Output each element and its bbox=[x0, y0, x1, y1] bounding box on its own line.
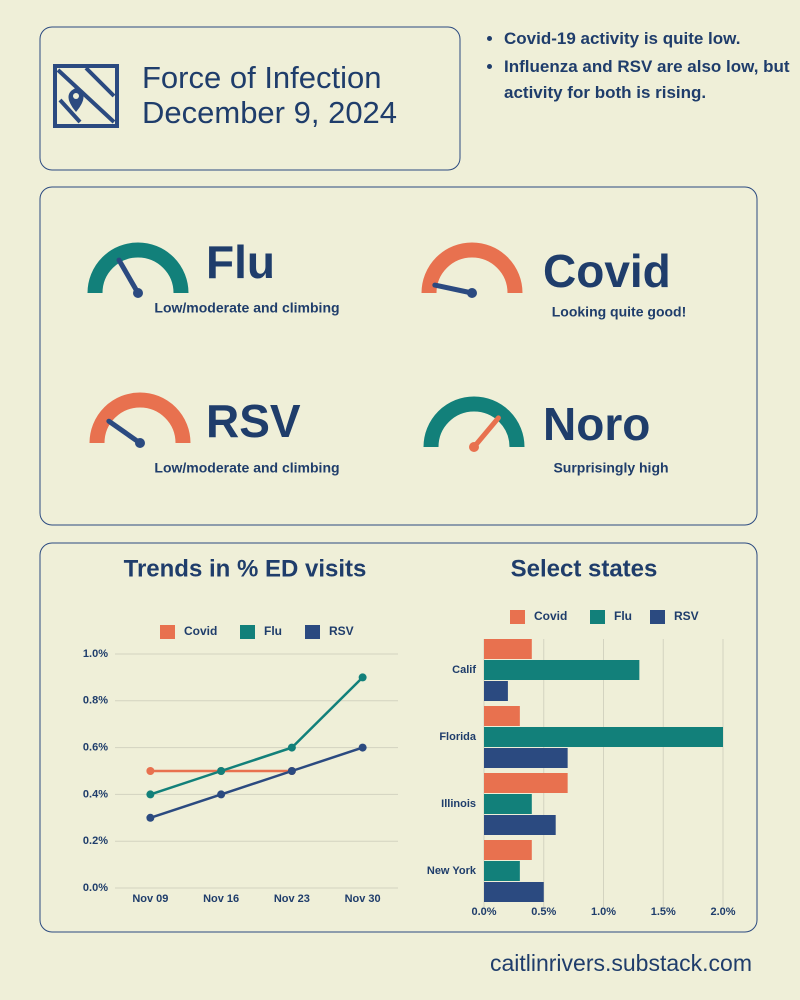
bar bbox=[484, 794, 532, 814]
gauge-arc bbox=[89, 392, 191, 444]
x-tick-label: 2.0% bbox=[710, 906, 735, 918]
gauge-caption: Low/moderate and climbing bbox=[154, 460, 339, 476]
x-tick-label: Nov 23 bbox=[274, 893, 310, 905]
legend-label: Covid bbox=[534, 609, 567, 623]
legend-swatch bbox=[650, 610, 665, 624]
chart-title: Select states bbox=[511, 555, 658, 582]
bar bbox=[484, 727, 723, 747]
y-tick-label: New York bbox=[427, 865, 477, 877]
bar bbox=[484, 815, 556, 835]
data-point bbox=[358, 673, 367, 682]
gauge-label: RSV bbox=[206, 395, 301, 447]
data-point bbox=[146, 790, 155, 799]
legend-label: RSV bbox=[674, 609, 699, 623]
legend-label: Flu bbox=[264, 624, 282, 638]
bar bbox=[484, 681, 508, 701]
map-icon bbox=[53, 64, 119, 128]
bullet: Covid-19 activity is quite low. bbox=[504, 26, 794, 52]
x-tick-label: 0.5% bbox=[531, 906, 556, 918]
y-tick-label: Illinois bbox=[441, 798, 476, 810]
gauge-hub bbox=[469, 442, 479, 452]
gauge-arc bbox=[421, 242, 523, 294]
data-point bbox=[217, 767, 226, 775]
bullet-list: Covid-19 activity is quite low. Influenz… bbox=[478, 26, 794, 108]
gauge-label: Flu bbox=[206, 236, 275, 288]
bar bbox=[484, 748, 568, 768]
gauge-needle bbox=[432, 282, 475, 296]
gauge-arc bbox=[423, 396, 525, 448]
data-point bbox=[287, 767, 296, 775]
x-tick-label: Nov 09 bbox=[132, 893, 168, 905]
legend-swatch bbox=[240, 625, 255, 639]
header-box bbox=[39, 26, 461, 171]
title-line: December 9, 2024 bbox=[142, 95, 397, 130]
gauge-caption: Low/moderate and climbing bbox=[154, 300, 339, 316]
bullet: Influenza and RSV are also low, but acti… bbox=[504, 54, 794, 106]
bar bbox=[484, 861, 520, 881]
footer: caitlinrivers.substack.com bbox=[490, 950, 752, 976]
y-tick-label: 0.2% bbox=[83, 835, 108, 847]
gauge-caption: Surprisingly high bbox=[553, 460, 668, 476]
y-tick-label: Florida bbox=[439, 731, 477, 743]
x-tick-label: 0.0% bbox=[471, 906, 496, 918]
data-point bbox=[217, 790, 226, 799]
legend-label: RSV bbox=[329, 624, 354, 638]
bar bbox=[484, 840, 532, 860]
bar bbox=[484, 773, 568, 793]
bar bbox=[484, 706, 520, 726]
gauge-needle bbox=[106, 418, 143, 446]
gauge-panel bbox=[39, 186, 758, 526]
gauge-label: Noro bbox=[543, 398, 650, 450]
gauge-hub bbox=[133, 288, 143, 298]
legend-swatch bbox=[590, 610, 605, 624]
bar bbox=[484, 639, 532, 659]
data-point bbox=[146, 767, 155, 775]
data-point bbox=[146, 813, 155, 822]
legend-label: Flu bbox=[614, 609, 632, 623]
y-tick-label: Calif bbox=[452, 664, 476, 676]
chart-panel bbox=[39, 542, 758, 933]
gauge-needle bbox=[471, 415, 501, 450]
legend-swatch bbox=[510, 610, 525, 624]
bar bbox=[484, 660, 640, 680]
x-tick-label: Nov 30 bbox=[345, 893, 381, 905]
gauge-needle bbox=[116, 257, 141, 296]
chart-title: Trends in % ED visits bbox=[124, 555, 367, 582]
gauge-caption: Looking quite good! bbox=[552, 304, 687, 320]
x-tick-label: 1.5% bbox=[651, 906, 676, 918]
title-line: Force of Infection bbox=[142, 60, 382, 95]
x-tick-label: Nov 16 bbox=[203, 893, 239, 905]
x-tick-label: 1.0% bbox=[591, 906, 616, 918]
legend-swatch bbox=[305, 625, 320, 639]
data-point bbox=[358, 743, 367, 752]
gauge-arc bbox=[87, 242, 189, 294]
y-tick-label: 0.4% bbox=[83, 788, 108, 800]
y-tick-label: 0.6% bbox=[83, 742, 108, 754]
bar bbox=[484, 882, 544, 902]
gauge-hub bbox=[135, 438, 145, 448]
y-tick-label: 0.8% bbox=[83, 695, 108, 707]
y-tick-label: 1.0% bbox=[83, 648, 108, 660]
series-line bbox=[149, 676, 364, 796]
gauge-hub bbox=[467, 288, 477, 298]
legend-label: Covid bbox=[184, 624, 217, 638]
legend-swatch bbox=[160, 625, 175, 639]
data-point bbox=[287, 743, 296, 752]
gauge-label: Covid bbox=[543, 245, 671, 297]
series-line bbox=[149, 746, 364, 819]
y-tick-label: 0.0% bbox=[83, 882, 108, 894]
